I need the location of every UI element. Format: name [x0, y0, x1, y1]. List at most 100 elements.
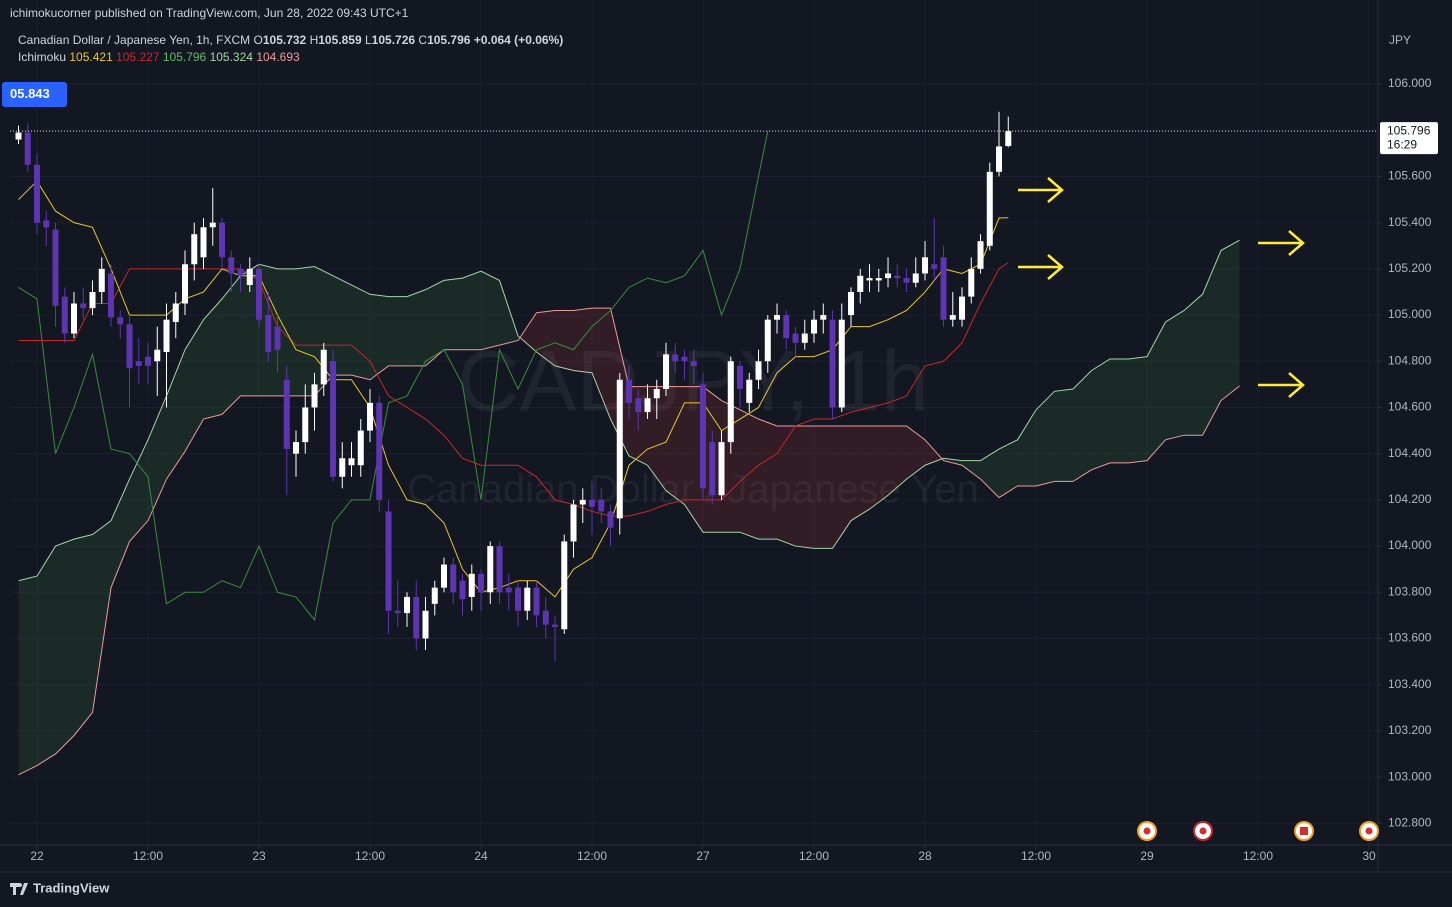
candle-body: [394, 610, 401, 614]
open-label: O: [254, 33, 263, 47]
crosshair-label: 05.843: [10, 86, 50, 101]
candle-body: [117, 317, 124, 325]
cloud-fill: [111, 479, 130, 588]
candle-body: [154, 349, 161, 362]
candle-body: [737, 365, 744, 389]
candle-body: [1005, 131, 1012, 146]
candle-body: [552, 624, 559, 627]
event-icon-dot: [1143, 827, 1151, 835]
candle-body: [672, 354, 679, 362]
cloud-fill: [777, 425, 796, 547]
candle-body: [866, 278, 873, 281]
cloud-fill: [943, 458, 963, 466]
candle-body: [311, 384, 318, 408]
candle-body: [774, 315, 781, 320]
cloud-fill: [1054, 388, 1074, 482]
cloud-fill: [314, 266, 334, 396]
candle-body: [524, 587, 531, 611]
candle-body: [589, 499, 596, 507]
candle-body: [15, 132, 22, 140]
cloud-fill: [851, 425, 870, 521]
cloud-fill: [1073, 370, 1092, 482]
candle-body: [228, 257, 235, 274]
candle-body: [265, 315, 272, 353]
candle-body: [478, 573, 485, 593]
watermark-subtitle: Canadian Dollar / Japanese Yen: [407, 468, 979, 512]
cloud-fill: [1128, 356, 1148, 463]
candle-body: [219, 222, 226, 258]
tenkan-value: 105.421: [69, 50, 113, 64]
cloud-fill: [481, 271, 500, 350]
candle-body: [626, 379, 633, 403]
indicator-line: Ichimoku 105.421 105.227 105.796 105.324…: [18, 50, 300, 64]
candle-body: [441, 564, 448, 588]
candle-body: [857, 275, 864, 292]
cloud-fill: [684, 386, 704, 533]
cloud-fill: [166, 349, 186, 480]
cloud-fill: [185, 319, 204, 452]
candle-body: [838, 319, 845, 408]
event-icon-dot: [1365, 827, 1373, 835]
candle-body: [996, 146, 1003, 172]
cloud-fill: [407, 289, 426, 366]
candle-body: [200, 227, 207, 258]
x-tick-label: 28: [918, 849, 932, 863]
cloud-fill: [444, 278, 463, 350]
high-label: H: [310, 33, 319, 47]
cloud-fill: [1221, 240, 1240, 401]
x-tick-label: 12:00: [355, 849, 385, 863]
candle-body: [885, 273, 892, 279]
y-tick-label: 105.600: [1388, 169, 1432, 183]
arrow: [1258, 230, 1305, 256]
candle-body: [848, 291, 855, 316]
candle-body: [431, 587, 438, 604]
candle-body: [792, 333, 799, 343]
cloud-fill: [148, 395, 167, 521]
candle-body: [163, 319, 170, 353]
change-value: +0.064 (+0.06%): [474, 33, 563, 47]
candle-body: [80, 303, 87, 309]
countdown-label: 16:29: [1387, 137, 1417, 151]
x-tick-label: 22: [30, 849, 44, 863]
candle-body: [783, 315, 790, 339]
cloud-fill: [129, 439, 149, 542]
cloud-fill: [92, 520, 112, 713]
event-icon-flag: [1300, 827, 1308, 835]
cloud-fill: [647, 386, 667, 491]
cloud-fill: [869, 425, 889, 510]
cloud-fill: [536, 310, 556, 366]
arrow: [1018, 177, 1064, 203]
cloud-fill: [499, 280, 519, 346]
y-tick-label: 103.400: [1388, 677, 1432, 691]
candle-body: [968, 268, 975, 297]
candle-body: [542, 610, 549, 625]
candle-body: [172, 303, 179, 322]
candle-body: [977, 241, 984, 269]
x-tick-label: 23: [252, 849, 266, 863]
arrow: [1018, 254, 1064, 280]
candle-body: [385, 511, 392, 611]
cloud-fill: [666, 386, 685, 505]
cloud-fill: [240, 264, 260, 396]
candle-body: [533, 587, 540, 616]
close-label: C: [418, 33, 427, 47]
candle-body: [570, 504, 577, 542]
candle-body: [986, 171, 993, 246]
candle-body: [644, 398, 651, 413]
cloud-fill: [18, 576, 38, 775]
candle-body: [256, 268, 263, 320]
cloud-fill: [740, 409, 759, 540]
candle-body: [903, 278, 910, 283]
crosshair-label-box: [2, 82, 67, 107]
y-tick-label: 103.800: [1388, 584, 1432, 598]
plot-area: [10, 111, 1378, 776]
cloud-fill: [462, 271, 482, 350]
axes: 102.800 103.000 103.200 103.400 103.600 103.8…: [0, 0, 1452, 873]
cloud-fill: [999, 439, 1018, 498]
cloud-fill: [906, 425, 926, 480]
cloud-fill: [1202, 250, 1222, 436]
candle-body: [468, 573, 475, 597]
candle-body: [302, 407, 309, 443]
candle-body: [764, 319, 771, 362]
candle-body: [663, 354, 670, 389]
